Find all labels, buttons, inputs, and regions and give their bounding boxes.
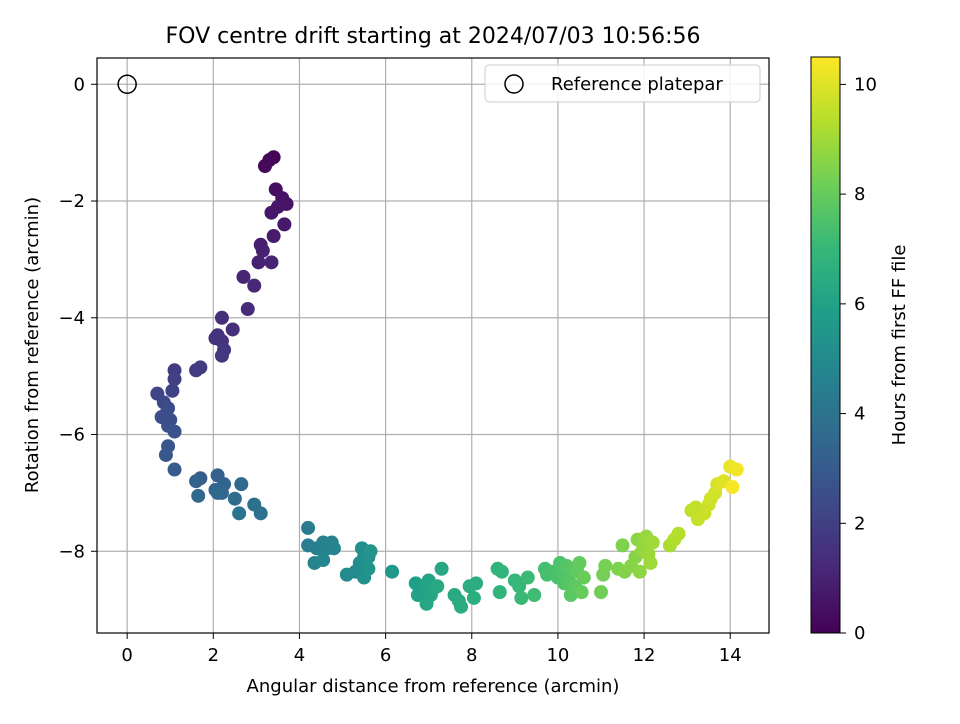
colorbar-tick-label: 2 — [854, 513, 865, 534]
y-tick-label: −6 — [58, 425, 85, 446]
colorbar-tick-label: 0 — [854, 623, 865, 644]
x-tick-label: 8 — [466, 645, 477, 666]
data-point — [227, 491, 242, 506]
x-tick-label: 10 — [546, 645, 569, 666]
data-point — [645, 535, 660, 550]
data-point — [326, 541, 341, 556]
data-point — [264, 255, 279, 270]
data-point — [361, 561, 376, 576]
data-point — [671, 526, 686, 541]
data-point — [158, 447, 173, 462]
x-tick-label: 2 — [208, 645, 219, 666]
data-point — [316, 553, 331, 568]
data-point — [167, 462, 182, 477]
data-point — [247, 278, 262, 293]
y-axis-label: Rotation from reference (arcmin) — [22, 197, 43, 493]
data-point — [258, 158, 272, 173]
data-point — [576, 570, 591, 585]
data-point — [594, 585, 608, 600]
data-point — [266, 229, 281, 244]
data-point — [615, 538, 630, 553]
legend-label: Reference platepar — [551, 74, 723, 95]
y-tick-label: −2 — [58, 191, 85, 212]
data-point — [632, 564, 647, 579]
legend: Reference platepar — [484, 64, 761, 103]
data-point — [466, 590, 481, 605]
x-tick-label: 0 — [121, 645, 132, 666]
x-tick-label: 12 — [633, 645, 656, 666]
x-tick-label: 6 — [380, 645, 391, 666]
data-point — [165, 383, 180, 398]
data-point — [514, 590, 529, 605]
data-point — [301, 520, 316, 535]
data-point — [643, 555, 658, 570]
data-point — [419, 596, 434, 611]
data-point — [363, 544, 378, 559]
data-points — [150, 150, 744, 614]
data-point — [214, 348, 229, 363]
data-point — [277, 217, 292, 232]
data-point — [725, 480, 740, 495]
data-point — [167, 372, 182, 387]
data-point — [434, 561, 449, 576]
colorbar-tick-label: 8 — [854, 184, 865, 205]
data-point — [240, 302, 255, 317]
x-tick-label: 4 — [294, 645, 305, 666]
data-point — [385, 564, 400, 579]
data-point — [572, 555, 587, 570]
colorbar-tick-label: 10 — [854, 74, 877, 95]
colorbar-tick-label: 4 — [854, 404, 865, 425]
data-point — [469, 576, 484, 591]
reference-point-marker — [117, 74, 137, 95]
chart-title: FOV centre drift starting at 2024/07/03 … — [166, 24, 701, 49]
data-point — [208, 331, 223, 346]
data-point — [520, 570, 535, 585]
x-tick-label: 14 — [719, 645, 742, 666]
grid-lines — [97, 58, 769, 633]
data-point — [527, 588, 542, 603]
data-point — [512, 579, 527, 594]
data-point — [193, 360, 208, 375]
data-point — [232, 506, 247, 521]
data-point — [264, 205, 279, 220]
y-tick-label: 0 — [74, 74, 85, 95]
colorbar-label: Hours from first FF file — [889, 245, 910, 446]
data-point — [253, 506, 268, 521]
y-tick-label: −4 — [58, 308, 85, 329]
colorbar — [810, 56, 841, 634]
data-point — [454, 599, 468, 614]
data-point — [234, 477, 249, 492]
y-tick-label: −8 — [58, 541, 85, 562]
data-point — [430, 579, 445, 594]
data-point — [255, 243, 270, 258]
x-axis-ticks: 0 2 4 6 8 10 12 14 — [121, 633, 742, 666]
data-point — [214, 310, 229, 325]
plot-frame — [96, 57, 770, 634]
data-point — [189, 474, 204, 489]
y-axis-ticks: 0 −2 −4 −6 −8 — [58, 74, 97, 562]
data-point — [598, 558, 613, 573]
data-point — [494, 564, 509, 579]
colorbar-ticks: 0 2 4 6 8 10 — [840, 74, 877, 644]
data-point — [167, 424, 182, 439]
data-point — [574, 585, 589, 600]
colorbar-tick-label: 6 — [854, 294, 865, 315]
data-point — [210, 485, 225, 500]
legend-open-circle-icon — [504, 74, 524, 94]
data-point — [492, 585, 507, 600]
x-axis-label: Angular distance from reference (arcmin) — [247, 676, 620, 697]
data-point — [729, 462, 744, 477]
legend-box — [484, 64, 761, 103]
data-point — [236, 269, 251, 284]
data-point — [191, 488, 206, 503]
data-point — [251, 255, 266, 270]
data-point — [225, 322, 240, 337]
